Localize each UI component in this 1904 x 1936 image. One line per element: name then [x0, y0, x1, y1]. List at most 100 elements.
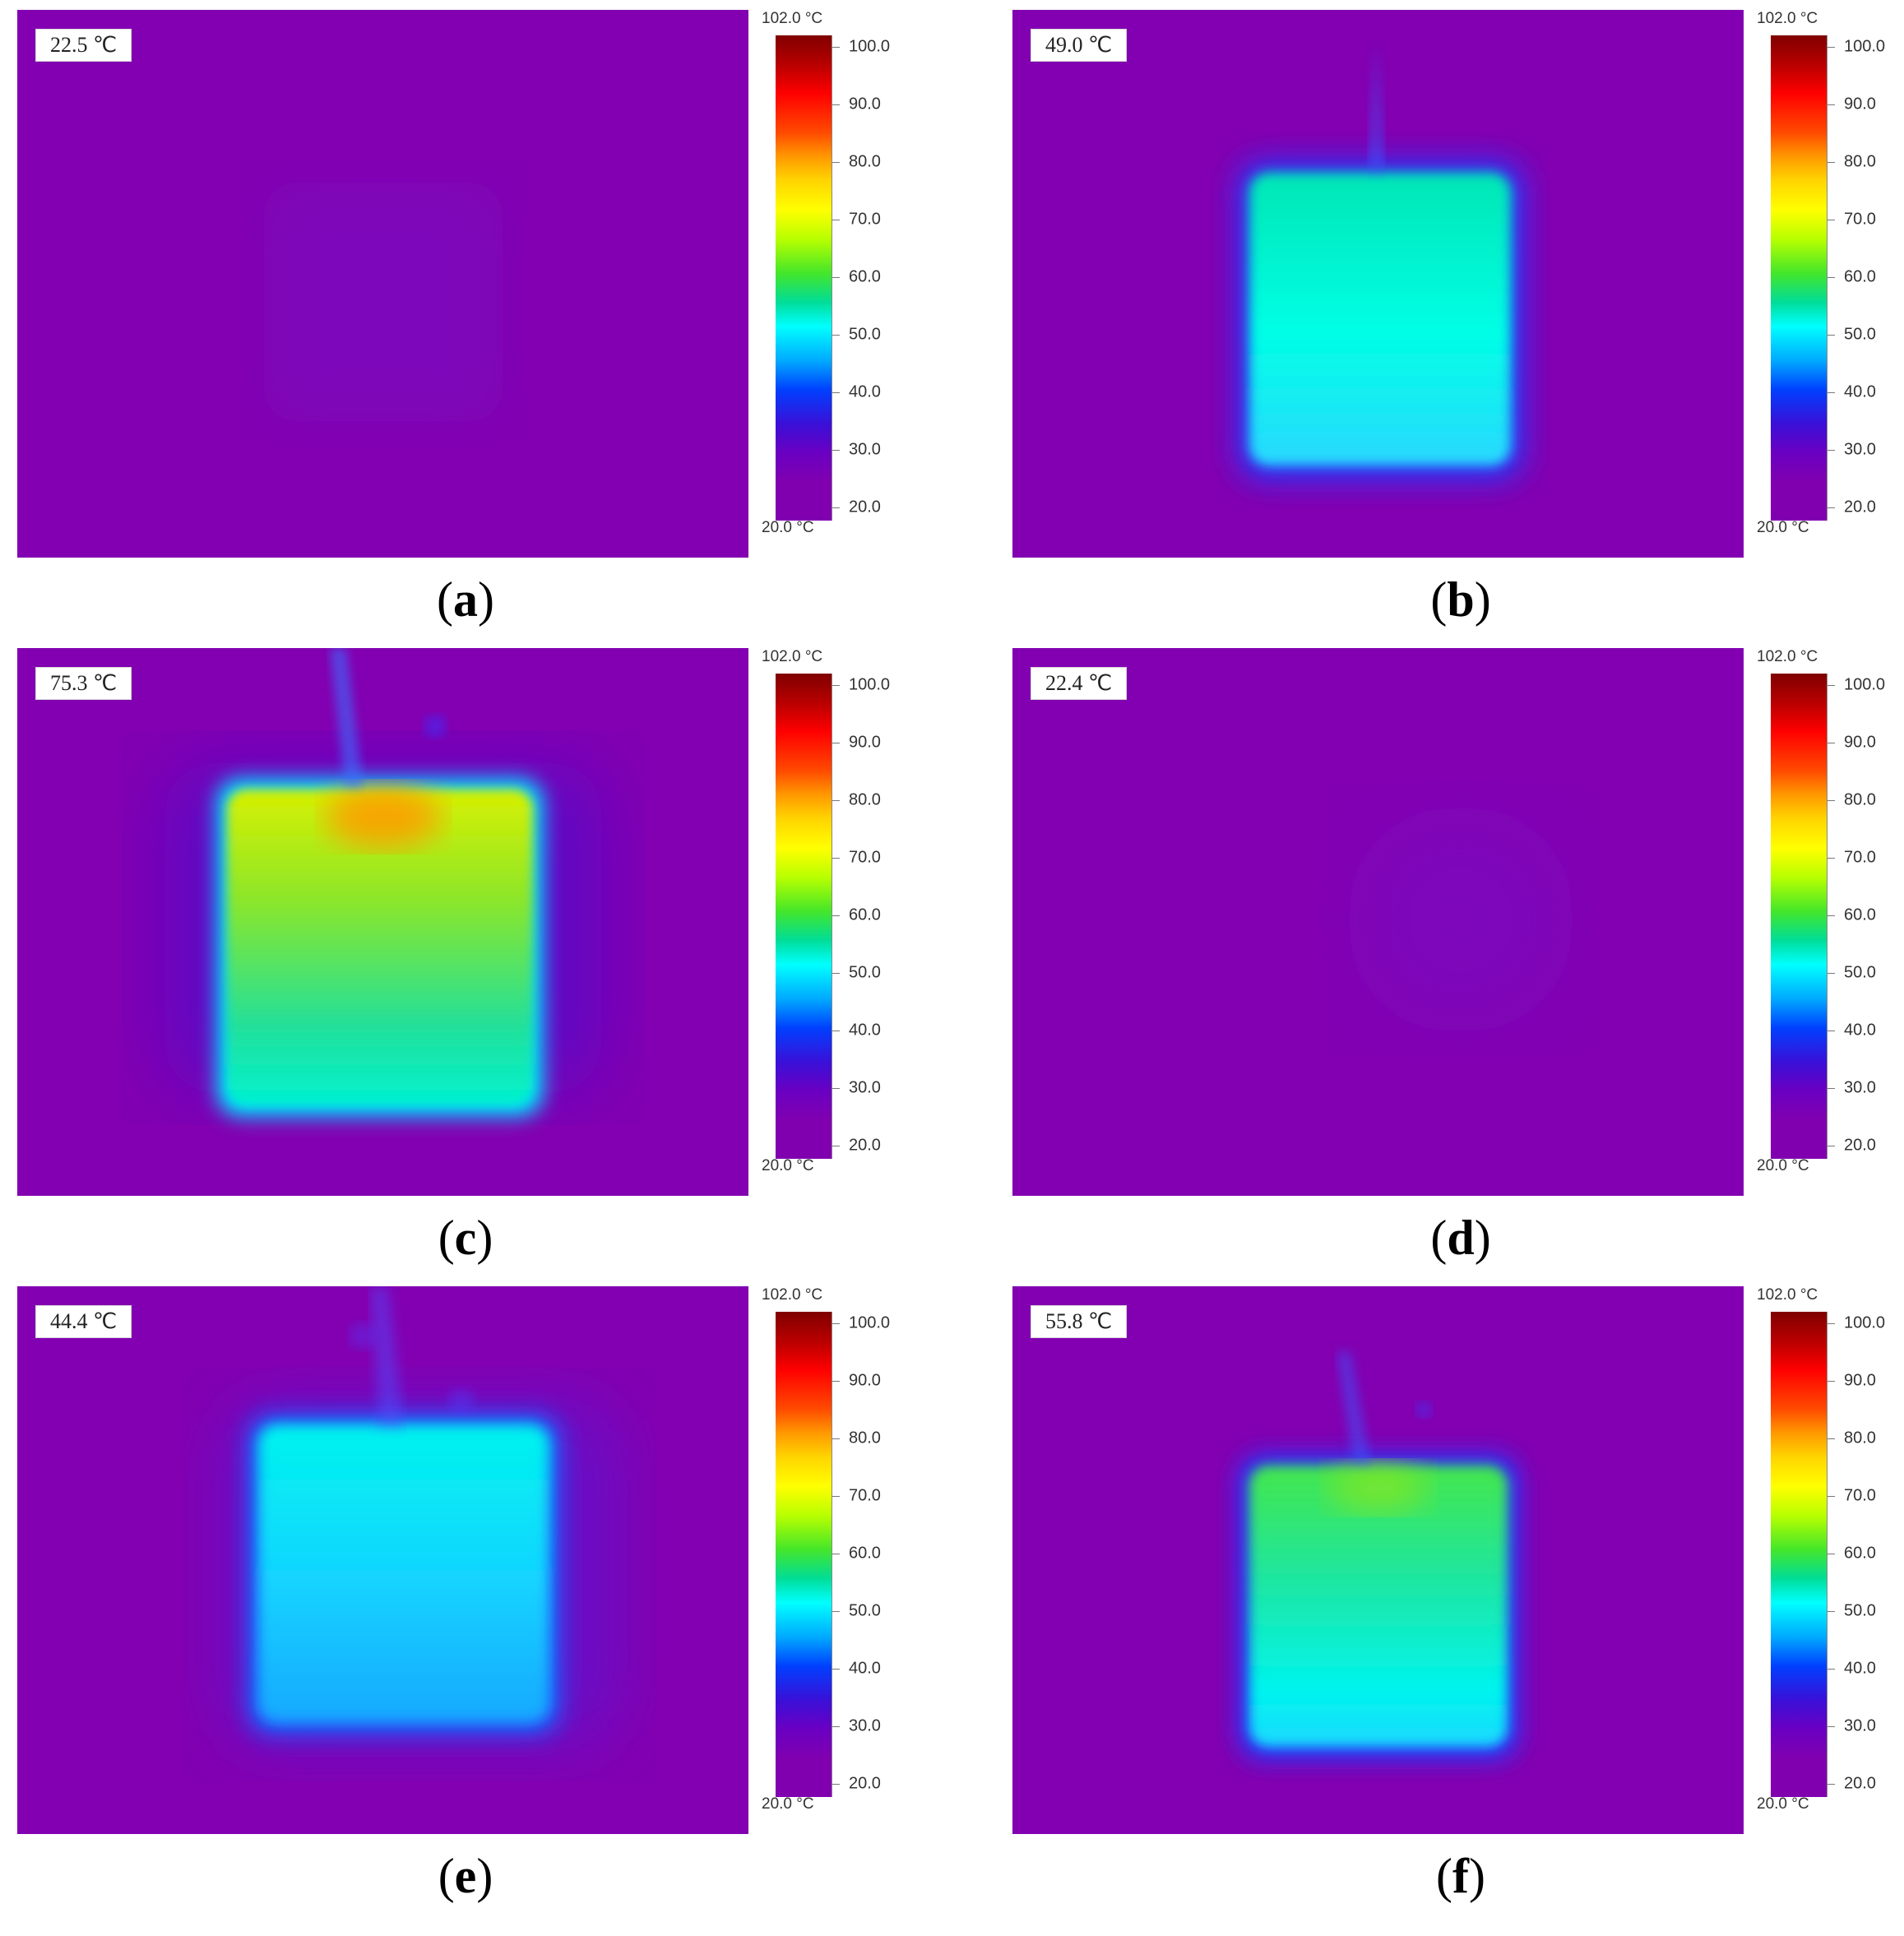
scale-tick [1828, 162, 1835, 163]
scale-min-label: 20.0 °C [1757, 519, 1809, 536]
scale-tick-label: 30.0 [1844, 1078, 1876, 1097]
scale-tick-label: 30.0 [849, 1078, 881, 1097]
scale-tick [1828, 915, 1835, 916]
thermal-image: 75.3 ℃ [17, 648, 748, 1196]
scale-ticks [1827, 35, 1839, 521]
scale-tick [1828, 800, 1835, 801]
scale-tick [832, 1496, 840, 1497]
scale-ticks [832, 1312, 844, 1797]
panel-caption: (f) [1436, 1849, 1485, 1903]
scale-tick [832, 915, 840, 916]
thermal-panel-e: 44.4 ℃ 102.0 °C 20.0 °C (e) 100.0 90.0 80.… [0, 1276, 995, 1915]
scale-tick [832, 1669, 840, 1670]
scale-ticks [832, 674, 844, 1159]
scale-tick-label: 90.0 [849, 733, 881, 752]
color-scale-bar [1771, 35, 1827, 521]
thermal-heatmap [264, 183, 503, 421]
scale-tick [832, 1611, 840, 1612]
scale-tick-label: 60.0 [1844, 267, 1876, 286]
scale-tick-label: 30.0 [849, 440, 881, 459]
thermal-heatmap [1239, 43, 1522, 479]
scale-max-label: 102.0 °C [762, 648, 823, 665]
thermal-panel-c: 75.3 ℃ 102.0 °C 20.0 °C (c) 100.0 90.0 80.… [0, 638, 995, 1276]
thermal-panel-d: 22.4 ℃ 102.0 °C 20.0 °C (d) 100.0 90.0 80.… [995, 638, 1904, 1276]
scale-max-label: 102.0 °C [762, 10, 823, 27]
scale-tick [1828, 335, 1835, 336]
scale-tick [832, 1381, 840, 1382]
max-temperature-readout: 55.8 ℃ [1031, 1305, 1128, 1338]
color-scale-bar [1771, 1312, 1827, 1797]
scale-tick-label: 20.0 [1844, 1136, 1876, 1155]
scale-tick-label: 30.0 [1844, 1716, 1876, 1735]
scale-tick [1828, 1323, 1835, 1324]
thermal-image: 49.0 ℃ [1012, 10, 1744, 558]
scale-tick-label: 50.0 [1844, 325, 1876, 344]
scale-tick-label: 20.0 [1844, 498, 1876, 516]
scale-tick [832, 685, 840, 686]
scale-tick [832, 1784, 840, 1785]
thermal-image: 55.8 ℃ [1012, 1286, 1744, 1834]
scale-tick-label: 90.0 [1844, 95, 1876, 113]
scale-tick-label: 70.0 [1844, 848, 1876, 867]
color-scale-bar [1771, 674, 1827, 1159]
scale-tick-label: 20.0 [849, 498, 881, 516]
panel-caption: (c) [438, 1211, 493, 1265]
scale-tick-label: 20.0 [849, 1136, 881, 1155]
scale-tick-label: 90.0 [849, 95, 881, 113]
scale-tick-label: 50.0 [1844, 1601, 1876, 1620]
scale-min-label: 20.0 °C [762, 519, 814, 536]
scale-tick [832, 858, 840, 859]
scale-tick-label: 100.0 [849, 37, 891, 56]
scale-tick-label: 60.0 [1844, 905, 1876, 924]
panel-caption: (e) [438, 1849, 493, 1903]
scale-tick-label: 40.0 [849, 382, 881, 401]
scale-min-label: 20.0 °C [1757, 1157, 1809, 1174]
scale-tick-label: 100.0 [1844, 37, 1886, 56]
scale-tick [832, 277, 840, 278]
scale-tick [1828, 1381, 1835, 1382]
scale-tick-label: 80.0 [1844, 152, 1876, 171]
scale-tick [1828, 507, 1835, 508]
max-temperature-readout: 44.4 ℃ [35, 1305, 132, 1338]
scale-tick [832, 1323, 840, 1324]
scale-tick [1828, 1438, 1835, 1439]
scale-tick-label: 80.0 [849, 790, 881, 809]
thermal-image: 44.4 ℃ [17, 1286, 748, 1834]
thermal-heatmap [1239, 1352, 1518, 1759]
scale-tick [832, 335, 840, 336]
max-temperature-readout: 22.4 ℃ [1031, 667, 1128, 700]
scale-tick [1828, 858, 1835, 859]
scale-tick-label: 20.0 [849, 1774, 881, 1793]
thermal-heatmap [165, 648, 601, 1117]
scale-tick [832, 1726, 840, 1727]
panel-caption: (b) [1430, 572, 1491, 627]
color-scale-bar [776, 1312, 832, 1797]
scale-tick [1828, 973, 1835, 974]
scale-tick-label: 60.0 [1844, 1544, 1876, 1563]
scale-tick-label: 40.0 [849, 1021, 881, 1040]
scale-tick [1828, 1726, 1835, 1727]
scale-max-label: 102.0 °C [762, 1286, 823, 1304]
scale-tick-label: 90.0 [1844, 1371, 1876, 1390]
scale-ticks [1827, 1312, 1839, 1797]
scale-tick [832, 1438, 840, 1439]
thermal-image: 22.5 ℃ [17, 10, 748, 558]
thermal-heatmap [1346, 804, 1576, 1035]
scale-tick-label: 30.0 [1844, 440, 1876, 459]
scale-tick-label: 40.0 [1844, 1021, 1876, 1040]
scale-tick-label: 70.0 [1844, 210, 1876, 229]
scale-tick-label: 80.0 [849, 152, 881, 171]
color-scale-bar [776, 674, 832, 1159]
scale-tick-label: 100.0 [849, 1313, 891, 1332]
scale-tick [832, 392, 840, 393]
thermal-image: 22.4 ℃ [1012, 648, 1744, 1196]
scale-tick [1828, 685, 1835, 686]
scale-tick-label: 40.0 [849, 1659, 881, 1678]
scale-tick-label: 40.0 [1844, 382, 1876, 401]
scale-tick-label: 100.0 [849, 675, 891, 694]
scale-tick-label: 20.0 [1844, 1774, 1876, 1793]
panel-caption: (d) [1430, 1211, 1491, 1265]
scale-min-label: 20.0 °C [762, 1157, 814, 1174]
scale-tick [832, 162, 840, 163]
scale-tick-label: 50.0 [849, 1601, 881, 1620]
